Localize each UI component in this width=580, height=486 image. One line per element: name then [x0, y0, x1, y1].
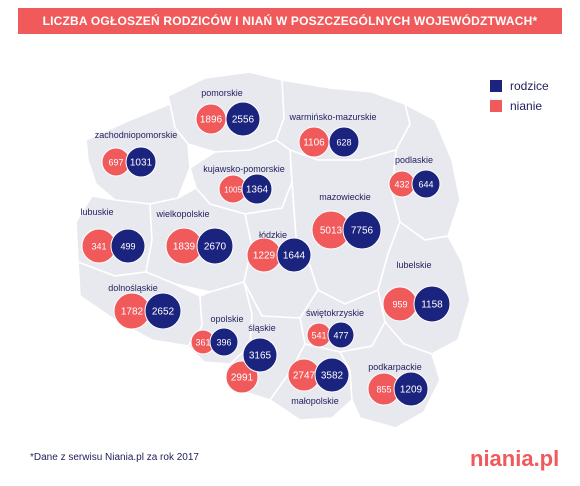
rodzice-circle-swietokrzyskie — [327, 321, 355, 349]
region-label-opolskie: opolskie — [210, 314, 243, 324]
region-label-slaskie: śląskie — [248, 323, 276, 333]
region-label-malopolskie: małopolskie — [291, 396, 339, 406]
region-label-zachodniopomorskie: zachodniopomorskie — [95, 130, 178, 140]
rodzice-circle-opolskie — [209, 327, 239, 357]
nianie-value-pomorskie: 1896 — [200, 115, 223, 126]
region-label-swietokrzyskie: świętokrzyskie — [306, 308, 364, 318]
nianie-value-lodzkie: 1229 — [253, 251, 276, 262]
nannies-legend-label: nianie — [510, 99, 543, 113]
nianie-value-wielkopolskie: 1839 — [173, 242, 196, 253]
nianie-value-dolnoslaskie: 1782 — [121, 307, 144, 318]
region-label-lubuskie: lubuskie — [80, 207, 113, 217]
rodzice-value-opolskie: 396 — [216, 338, 231, 348]
nianie-value-zachodniopomorskie: 697 — [108, 158, 123, 168]
region-label-warminsko-mazurskie: warmińsko-mazurskie — [288, 112, 376, 122]
rodzice-value-malopolskie: 3582 — [321, 371, 344, 382]
nannies-swatch — [490, 100, 502, 112]
rodzice-value-kujawsko-pomorskie: 1364 — [246, 185, 269, 196]
rodzice-value-wielkopolskie: 2670 — [204, 242, 227, 253]
rodzice-circle-lubuskie — [110, 228, 146, 264]
nianie-value-malopolskie: 2747 — [293, 371, 316, 382]
rodzice-circle-slaskie — [242, 337, 278, 373]
region-label-dolnoslaskie: dolnośląskie — [108, 283, 158, 293]
parents-swatch — [490, 80, 502, 92]
rodzice-circle-pomorskie — [225, 101, 261, 137]
rodzice-value-podlaskie: 644 — [418, 180, 433, 190]
region-labels: pomorskie zachodniopomorskie warmińsko-maz… — [80, 88, 433, 406]
nianie-value-lubuskie: 341 — [91, 242, 106, 252]
rodzice-value-swietokrzyskie: 477 — [333, 331, 348, 341]
region-label-lodzkie: łódzkie — [259, 230, 287, 240]
rodzice-circle-zachodniopomorskie — [125, 146, 157, 178]
rodzice-value-lubuskie: 499 — [120, 242, 135, 252]
region-label-podlaskie: podlaskie — [395, 155, 433, 165]
rodzice-value-dolnoslaskie: 2652 — [152, 307, 175, 318]
rodzice-circle-mazowieckie — [342, 210, 382, 250]
rodzice-value-mazowieckie: 7756 — [351, 226, 374, 237]
region-label-wielkopolskie: wielkopolskie — [155, 209, 209, 219]
region-label-podkarpackie: podkarpackie — [368, 362, 422, 372]
footnote: *Dane z serwisu Niania.pl za rok 2017 — [30, 452, 199, 463]
region-label-pomorskie: pomorskie — [201, 88, 243, 98]
region-label-lubelskie: lubelskie — [396, 260, 431, 270]
region-circles: 1896 2556 697 1031 1106 628 1005 1364 432 644 341 4… — [81, 101, 451, 407]
rodzice-circle-lubelskie — [413, 285, 451, 323]
nianie-value-lubelskie: 959 — [392, 300, 407, 310]
nianie-value-swietokrzyskie: 541 — [311, 331, 326, 341]
page-title: LICZBA OGŁOSZEŃ RODZICÓW I NIAŃ W POSZCZ… — [18, 8, 562, 34]
rodzice-circle-warminsko-mazurskie — [328, 126, 360, 158]
rodzice-value-zachodniopomorskie: 1031 — [130, 158, 153, 169]
rodzice-circle-malopolskie — [314, 357, 350, 393]
niania-logo: niania.pl — [470, 446, 560, 471]
nianie-value-mazowieckie: 5013 — [320, 226, 343, 237]
nianie-value-warminsko-mazurskie: 1106 — [303, 138, 325, 149]
nianie-value-slaskie: 2991 — [231, 373, 254, 384]
rodzice-circle-podlaskie — [411, 169, 441, 199]
nianie-value-kujawsko-pomorskie: 1005 — [224, 186, 242, 195]
rodzice-value-lodzkie: 1644 — [283, 251, 306, 262]
rodzice-value-podkarpackie: 1209 — [400, 385, 423, 396]
rodzice-value-lubelskie: 1158 — [421, 300, 443, 311]
rodzice-value-warminsko-mazurskie: 628 — [336, 138, 351, 148]
nianie-value-podkarpackie: 855 — [376, 385, 391, 395]
rodzice-circle-podkarpackie — [393, 371, 429, 407]
rodzice-value-slaskie: 3165 — [249, 351, 272, 362]
rodzice-circle-wielkopolskie — [196, 227, 234, 265]
nianie-value-podlaskie: 432 — [394, 180, 409, 190]
rodzice-circle-dolnoslaskie — [144, 292, 182, 330]
nianie-value-opolskie: 361 — [195, 338, 210, 348]
parents-legend-label: rodzice — [510, 79, 549, 93]
region-label-mazowieckie: mazowieckie — [319, 192, 371, 202]
rodzice-circle-kujawsko-pomorskie — [241, 173, 273, 205]
region-label-kujawsko-pomorskie: kujawsko-pomorskie — [203, 164, 285, 174]
rodzice-circle-lodzkie — [276, 237, 312, 273]
rodzice-value-pomorskie: 2556 — [232, 115, 255, 126]
